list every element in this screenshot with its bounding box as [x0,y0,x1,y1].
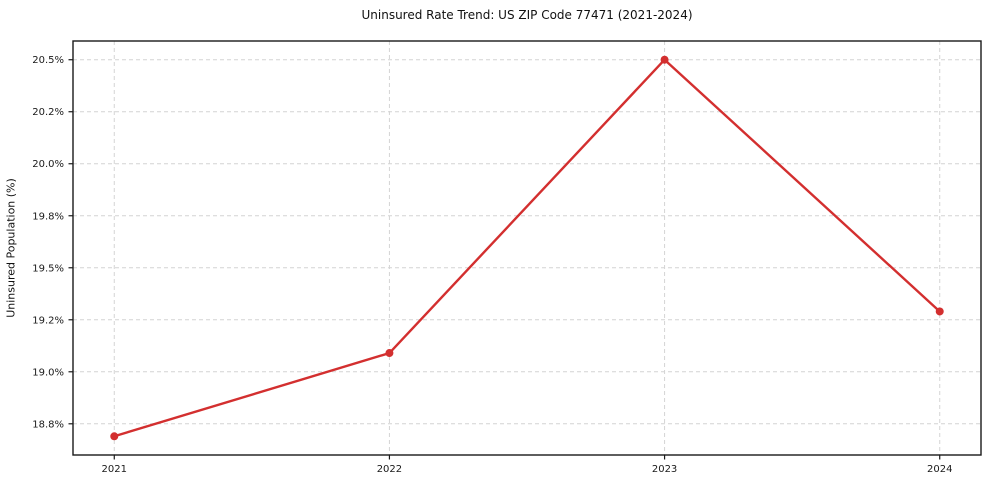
y-tick-label: 19.2% [32,315,64,326]
data-point [385,349,394,358]
data-point [935,307,944,316]
data-point [660,55,669,64]
x-tick-label: 2023 [652,464,677,475]
y-tick-label: 19.0% [32,367,64,378]
y-tick-label: 20.5% [32,55,64,66]
trend-line [113,58,941,438]
chart-title: Uninsured Rate Trend: US ZIP Code 77471 … [361,8,693,22]
y-tick-label: 20.2% [32,107,64,118]
y-tick-label: 20.0% [32,159,64,170]
x-tick-label: 2022 [377,464,402,475]
data-point [110,432,119,441]
y-tick-label: 19.8% [32,211,64,222]
y-tick-label: 19.5% [32,263,64,274]
plot-border [72,40,982,456]
x-tick-label: 2024 [927,464,952,475]
x-tick-label: 2021 [102,464,127,475]
y-tick-label: 18.8% [32,419,64,430]
